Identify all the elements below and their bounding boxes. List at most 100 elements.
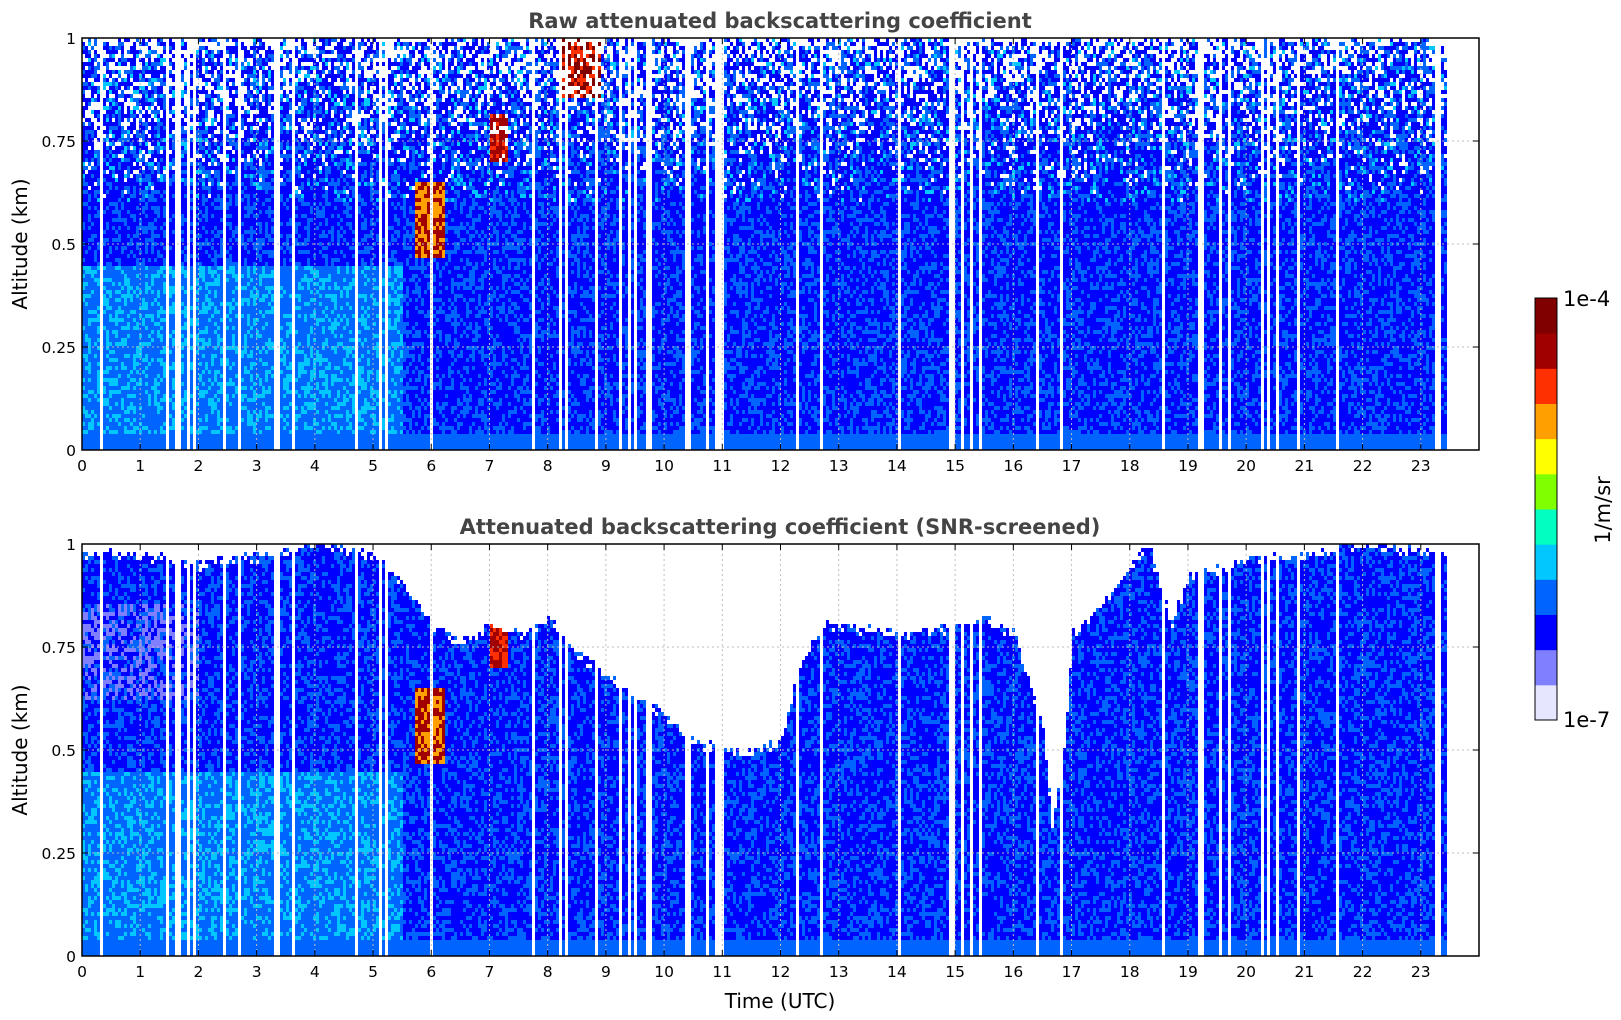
heatmap-cell: [169, 258, 172, 262]
heatmap-cell: [211, 218, 214, 222]
heatmap-cell: [97, 342, 100, 346]
heatmap-cell: [130, 350, 133, 354]
heatmap-cell: [226, 178, 229, 182]
heatmap-cell: [106, 66, 109, 70]
heatmap-cell: [253, 294, 256, 298]
heatmap-cell: [247, 406, 250, 410]
heatmap-cell: [112, 362, 115, 366]
heatmap-cell: [88, 234, 91, 238]
heatmap-cell: [148, 102, 151, 106]
heatmap-cell: [214, 82, 217, 86]
heatmap-cell: [232, 62, 235, 66]
heatmap-cell: [211, 306, 214, 310]
heatmap-cell: [103, 406, 106, 410]
heatmap-cell: [220, 162, 223, 166]
heatmap-cell: [202, 118, 205, 122]
heatmap-cell: [94, 314, 97, 318]
heatmap-cell: [151, 238, 154, 242]
heatmap-cell: [136, 246, 139, 250]
heatmap-cell: [91, 46, 94, 50]
heatmap-cell: [250, 238, 253, 242]
heatmap-cell: [202, 286, 205, 290]
heatmap-cell: [124, 418, 127, 422]
heatmap-cell: [172, 170, 175, 174]
heatmap-cell: [184, 154, 187, 158]
heatmap-cell: [121, 278, 124, 282]
heatmap-cell: [163, 210, 166, 214]
heatmap-cell: [106, 98, 109, 102]
heatmap-cell: [169, 234, 172, 238]
heatmap-cell: [127, 382, 130, 386]
heatmap-cell: [241, 366, 244, 370]
heatmap-cell: [163, 214, 166, 218]
heatmap-cell: [133, 298, 136, 302]
heatmap-cell: [160, 342, 163, 346]
heatmap-cell: [130, 186, 133, 190]
heatmap-cell: [130, 430, 133, 434]
heatmap-cell: [157, 58, 160, 62]
heatmap-cell: [157, 190, 160, 194]
heatmap-cell: [169, 390, 172, 394]
heatmap-cell: [181, 170, 184, 174]
heatmap-cell: [115, 254, 118, 258]
heatmap-cell: [133, 402, 136, 406]
heatmap-cell: [160, 126, 163, 130]
heatmap-cell: [94, 230, 97, 234]
heatmap-cell: [241, 278, 244, 282]
heatmap-cell: [97, 78, 100, 82]
heatmap-cell: [157, 154, 160, 158]
heatmap-cell: [112, 70, 115, 74]
heatmap-cell: [190, 254, 193, 258]
heatmap-cell: [118, 394, 121, 398]
heatmap-cell: [157, 314, 160, 318]
heatmap-cell: [148, 398, 151, 402]
heatmap-cell: [217, 418, 220, 422]
heatmap-cell: [229, 258, 232, 262]
heatmap-cell: [112, 438, 115, 442]
heatmap-cell: [148, 390, 151, 394]
heatmap-cell: [259, 290, 262, 294]
heatmap-cell: [214, 114, 217, 118]
heatmap-cell: [163, 294, 166, 298]
heatmap-cell: [250, 126, 253, 130]
heatmap-cell: [226, 86, 229, 90]
heatmap-cell: [262, 62, 265, 66]
heatmap-cell: [229, 170, 232, 174]
heatmap-cell: [88, 174, 91, 178]
heatmap-cell: [103, 326, 106, 330]
heatmap-cell: [88, 142, 91, 146]
heatmap-cell: [241, 418, 244, 422]
heatmap-cell: [88, 54, 91, 58]
heatmap-cell: [208, 234, 211, 238]
heatmap-cell: [145, 410, 148, 414]
heatmap-cell: [262, 126, 265, 130]
heatmap-cell: [247, 226, 250, 230]
heatmap-cell: [124, 230, 127, 234]
heatmap-cell: [148, 166, 151, 170]
heatmap-cell: [211, 342, 214, 346]
heatmap-cell: [94, 130, 97, 134]
heatmap-cell: [262, 394, 265, 398]
heatmap-cell: [190, 278, 193, 282]
heatmap-cell: [115, 46, 118, 50]
heatmap-cell: [127, 234, 130, 238]
heatmap-cell: [148, 78, 151, 82]
heatmap-cell: [169, 122, 172, 126]
heatmap-cell: [130, 206, 133, 210]
heatmap-cell: [199, 134, 202, 138]
heatmap-cell: [211, 94, 214, 98]
heatmap-cell: [214, 350, 217, 354]
heatmap-cell: [262, 178, 265, 182]
heatmap-cell: [88, 58, 91, 62]
heatmap-cell: [91, 374, 94, 378]
heatmap-cell: [103, 274, 106, 278]
heatmap-cell: [247, 134, 250, 138]
heatmap-cell: [154, 230, 157, 234]
heatmap-cell: [262, 70, 265, 74]
heatmap-cell: [91, 426, 94, 430]
heatmap-cell: [109, 306, 112, 310]
heatmap-cell: [250, 390, 253, 394]
heatmap-cell: [130, 322, 133, 326]
heatmap-cell: [85, 254, 88, 258]
heatmap-cell: [94, 266, 97, 270]
